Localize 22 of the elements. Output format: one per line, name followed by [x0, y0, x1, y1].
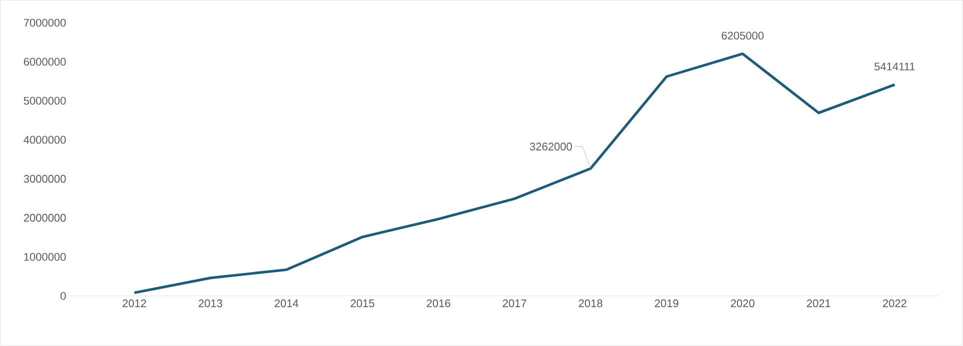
y-tick-label: 6000000 — [24, 58, 66, 66]
x-tick-label: 2013 — [198, 300, 222, 308]
data-label: 5414111 — [874, 62, 915, 71]
x-tick-label: 2017 — [502, 300, 526, 308]
y-tick-label: 2000000 — [24, 214, 66, 222]
y-tick-label: 0 — [60, 292, 66, 300]
x-tick-label: 2022 — [882, 300, 906, 308]
y-tick-label: 3000000 — [24, 175, 66, 183]
data-label: 6205000 — [722, 32, 764, 40]
y-tick-label: 5000000 — [24, 97, 66, 105]
x-tick-label: 2016 — [426, 300, 450, 308]
x-tick-label: 2021 — [806, 300, 830, 308]
y-tick-label: 4000000 — [24, 136, 66, 144]
y-tick-label: 7000000 — [24, 19, 66, 27]
y-tick-label: 1000000 — [24, 253, 66, 261]
x-tick-label: 2014 — [274, 300, 298, 308]
x-tick-label: 2019 — [654, 300, 678, 308]
data-label: 3262000 — [530, 142, 572, 151]
x-tick-label: 2018 — [578, 300, 602, 308]
x-tick-label: 2015 — [350, 300, 374, 308]
x-tick-label: 2012 — [122, 300, 146, 308]
x-tick-label: 2020 — [730, 300, 754, 308]
